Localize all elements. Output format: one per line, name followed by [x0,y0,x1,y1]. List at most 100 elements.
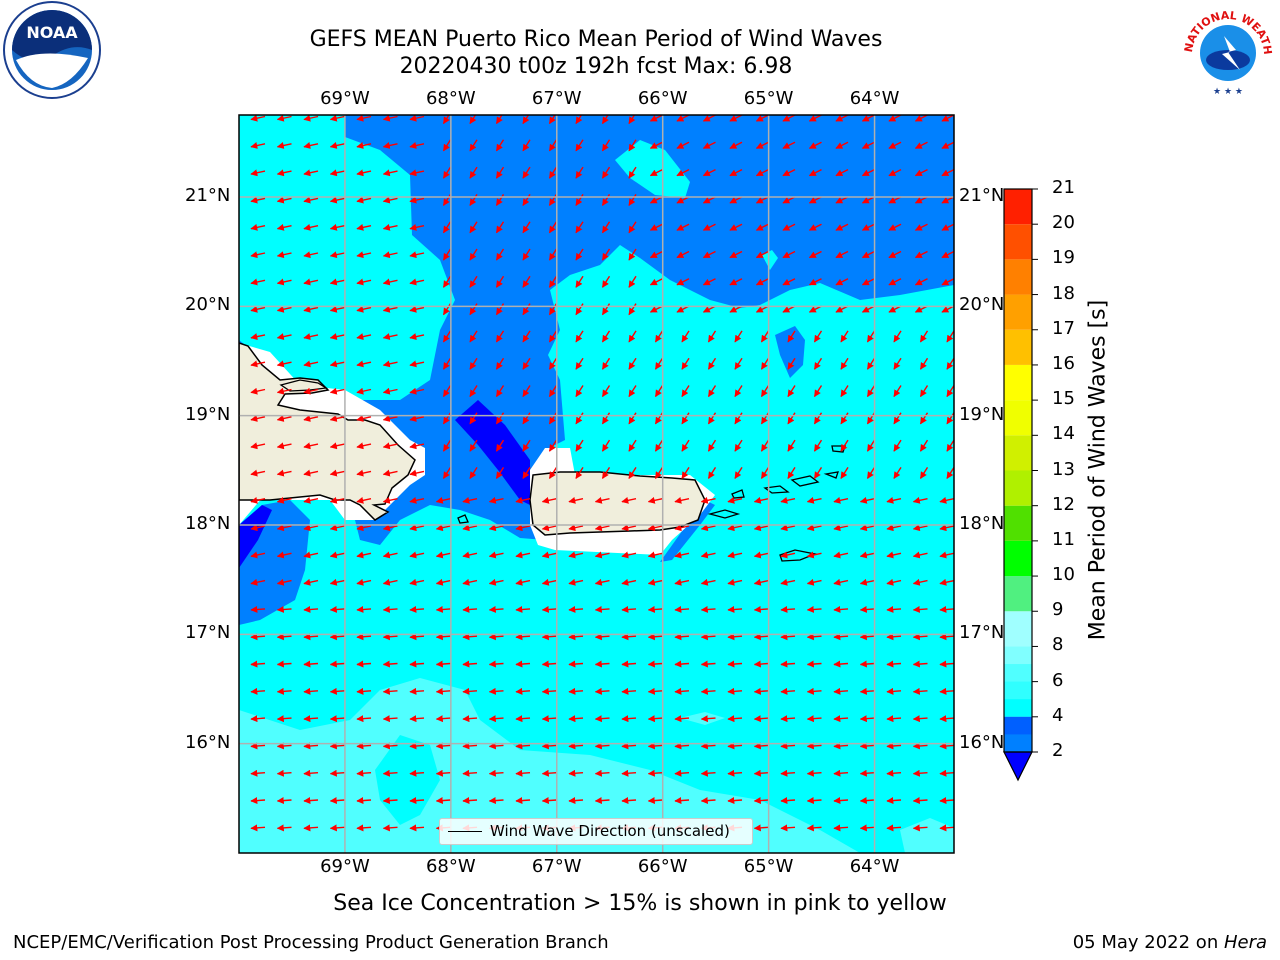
wind-wave-arrow [575,357,584,370]
lat-label-left: 21°N [185,185,231,206]
wind-wave-arrow [409,524,425,532]
wind-wave-arrow [835,250,849,259]
wind-wave-arrow [382,715,398,723]
wind-wave-arrow [939,660,954,668]
wind-wave-arrow [329,115,345,122]
wind-wave-arrow [409,605,425,613]
wind-wave-arrow [548,166,558,179]
wind-wave-arrow [886,797,902,805]
wind-wave-arrow [647,687,663,695]
wind-wave-arrow [727,660,743,668]
wind-wave-arrow [806,524,822,532]
wind-wave-arrow [303,824,319,832]
wind-wave-arrow [356,360,372,368]
wind-wave-arrow [753,742,769,750]
wind-wave-arrow [676,196,690,204]
wind-wave-arrow [780,660,796,668]
wind-wave-arrow [782,250,796,259]
wind-wave-arrow [647,524,663,532]
wind-wave-arrow [522,439,531,452]
wind-wave-arrow [276,387,292,395]
wind-wave-arrow [833,797,849,805]
wind-wave-arrow [654,330,664,343]
wind-wave-arrow [409,687,425,695]
wind-wave-arrow [621,551,637,559]
wind-wave-arrow [946,439,954,452]
wind-wave-arrow [515,769,531,777]
wave-period-field [239,115,954,853]
wind-wave-arrow [541,660,557,668]
wind-wave-arrow [382,360,398,368]
wind-wave-arrow [276,223,292,231]
wind-wave-arrow [835,168,849,177]
wind-wave-arrow [886,496,902,504]
lon-label-top: 66°W [637,88,688,109]
wind-wave-arrow [835,305,849,313]
wind-wave-arrow [939,742,954,750]
wind-wave-arrow [833,742,849,750]
wind-wave-arrow [727,715,743,723]
wind-wave-arrow [914,115,928,122]
wind-wave-arrow [575,275,584,288]
wind-wave-arrow [888,250,902,259]
wind-wave-arrow [649,250,663,259]
wind-wave-arrow [914,223,928,231]
wind-wave-arrow [707,467,717,479]
wind-wave-arrow [568,578,584,586]
wind-wave-arrow [939,769,954,777]
wind-wave-arrow [442,139,452,152]
wind-wave-arrow [522,467,531,479]
wind-wave-arrow [522,385,531,398]
wind-wave-arrow [787,412,796,425]
colorbar-tick-label: 4 [1052,704,1064,726]
colorbar-tick-label: 17 [1052,317,1075,339]
wind-wave-arrow [276,496,292,504]
wind-wave-arrow [409,442,425,450]
wind-wave-arrow [700,742,716,750]
wind-wave-arrow [250,169,266,177]
wind-wave-arrow [628,166,637,179]
wind-wave-arrow [594,524,610,532]
wind-wave-arrow [914,250,928,259]
wind-wave-arrow [808,196,822,204]
wind-wave-arrow [707,412,717,425]
wind-wave-arrow [329,196,345,204]
wind-wave-arrow [782,168,796,177]
noaa-logo: NOAA [3,1,101,99]
wind-wave-arrow [840,439,849,452]
wind-wave-arrow [866,330,876,343]
wind-wave-arrow [594,551,610,559]
wind-wave-arrow [912,633,928,641]
wind-wave-arrow [435,687,451,695]
colorbar-tick-label: 9 [1052,599,1064,621]
wind-wave-arrow [914,278,928,286]
wind-wave-arrow [495,275,505,288]
wind-wave-arrow [382,797,398,805]
wind-wave-arrow [382,742,398,750]
wind-wave-arrow [495,303,505,316]
wind-wave-arrow [941,305,954,313]
wind-wave-arrow [469,385,478,398]
wind-wave-arrow [568,742,584,750]
wind-wave-arrow [681,467,690,479]
footer-date-text: 05 May 2022 on [1072,932,1224,953]
wind-wave-arrow [674,715,690,723]
wind-wave-arrow [409,578,425,586]
wind-wave-arrow [409,415,425,422]
wind-wave-arrow [522,303,531,316]
wind-wave-arrow [488,715,504,723]
wind-wave-arrow [753,633,769,641]
wind-wave-arrow [541,551,557,559]
wind-wave-arrow [859,687,875,695]
wind-wave-arrow [734,330,743,343]
wind-wave-arrow [356,196,372,204]
wind-wave-arrow [356,687,372,695]
wind-wave-arrow [939,524,954,532]
wind-wave-arrow [356,305,372,313]
wind-wave-arrow [488,687,504,695]
wind-wave-arrow [700,687,716,695]
wind-wave-arrow [356,415,372,422]
wind-wave-arrow [840,357,849,370]
wind-wave-arrow [808,168,822,177]
wind-wave-arrow [727,551,743,559]
